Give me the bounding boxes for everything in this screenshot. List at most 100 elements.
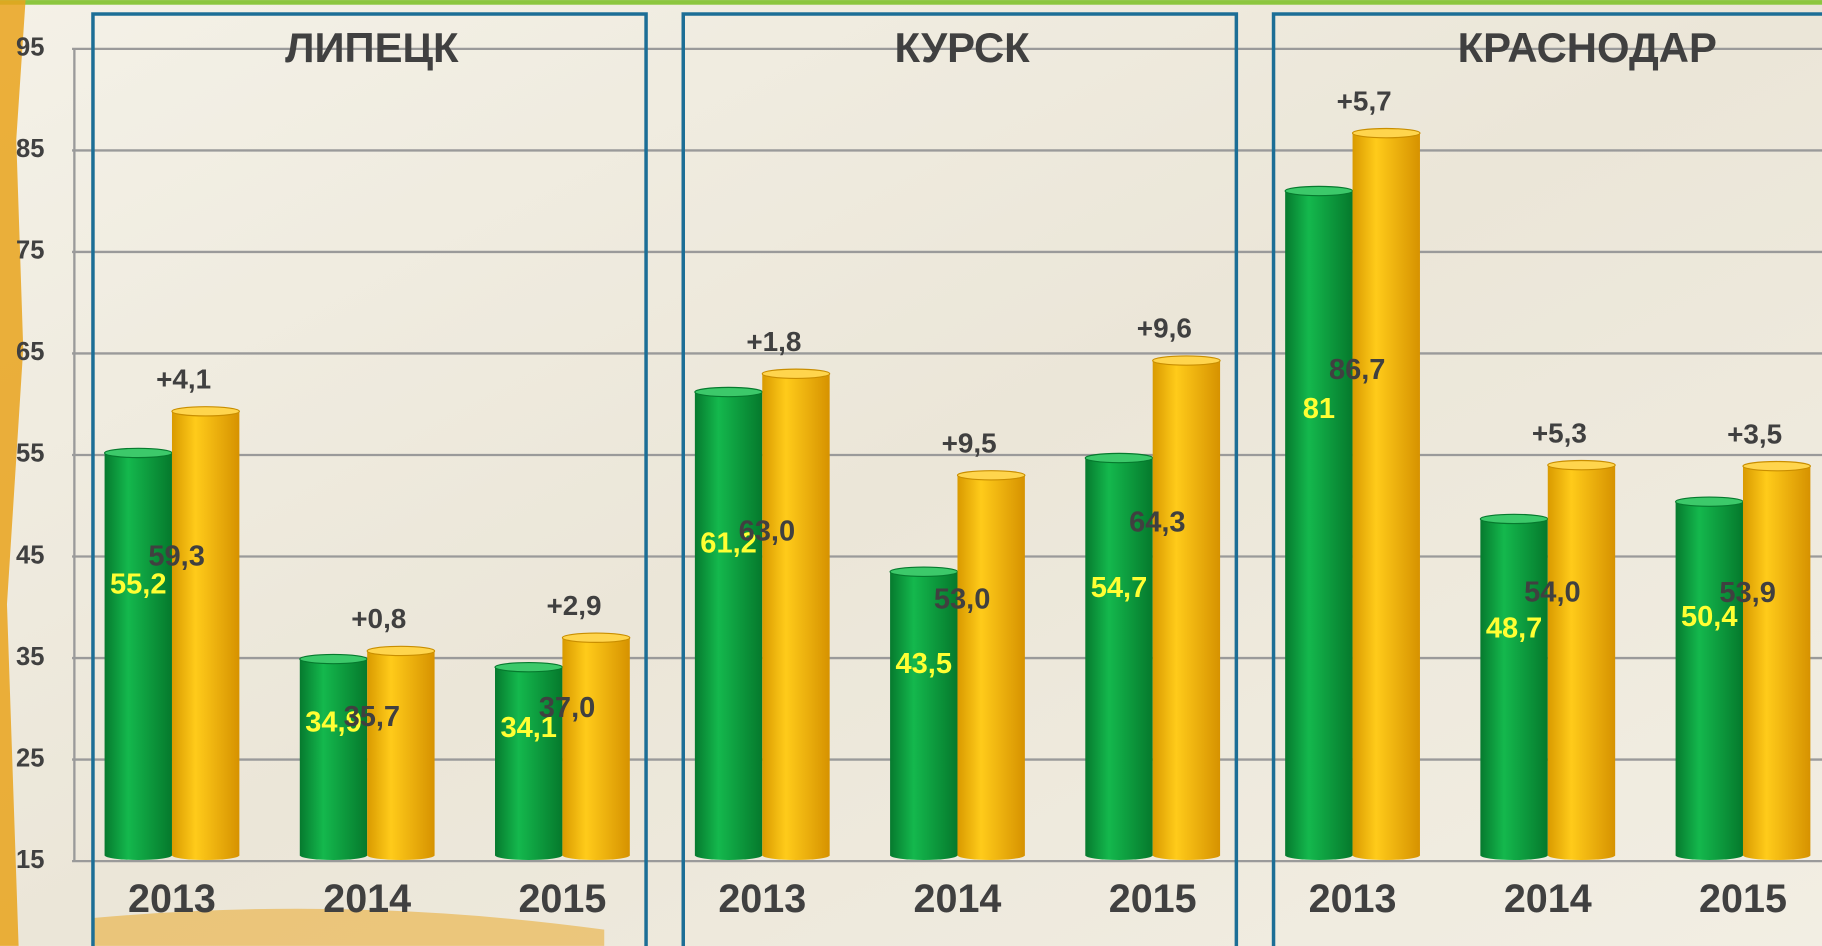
x-tick-label: 2014 <box>323 877 411 921</box>
value-label: 64,3 <box>1129 506 1186 538</box>
value-label: 55,2 <box>110 568 167 600</box>
bar-base <box>1742 850 1811 860</box>
bar-top <box>889 566 959 577</box>
bar-base <box>1152 850 1221 860</box>
x-tick-label: 2015 <box>518 877 606 921</box>
y-tick-label: 45 <box>16 541 44 569</box>
bar-top <box>761 368 831 379</box>
y-tick-label: 15 <box>16 846 44 874</box>
value-label: 54,0 <box>1524 577 1581 609</box>
bar <box>1742 460 1811 860</box>
bar-base <box>1480 850 1548 860</box>
bar <box>1084 452 1154 860</box>
bar-top <box>1675 496 1744 507</box>
y-tick-label: 95 <box>16 34 44 62</box>
value-label: 81 <box>1303 393 1335 425</box>
bar-top <box>1152 355 1221 366</box>
top-strip <box>0 0 1822 5</box>
bar-top <box>366 645 436 657</box>
bar-top <box>1742 460 1811 472</box>
panel-frame <box>1271 12 1822 946</box>
bar <box>956 470 1026 860</box>
y-tick-label: 85 <box>16 135 44 163</box>
value-label: 37,0 <box>539 692 596 724</box>
change-label: +5,3 <box>1532 417 1587 448</box>
value-label: 86,7 <box>1329 354 1386 386</box>
bar-body <box>1285 191 1353 856</box>
x-tick-label: 2013 <box>718 877 806 921</box>
bar-body <box>299 659 368 856</box>
panel-title: КРАСНОДАР <box>1458 24 1717 71</box>
bar-base <box>1675 850 1743 860</box>
bar-body <box>1085 458 1153 856</box>
bar-base <box>104 850 172 860</box>
y-tick-label: 65 <box>16 338 44 366</box>
bar-base <box>171 850 240 860</box>
bar-top <box>1084 452 1154 464</box>
x-tick-label: 2014 <box>914 877 1002 921</box>
value-label: 63,0 <box>739 515 796 547</box>
y-tick-label: 55 <box>16 440 44 468</box>
bar <box>103 447 173 860</box>
change-label: +9,6 <box>1137 313 1192 344</box>
left-edge <box>0 0 26 946</box>
bar-base <box>367 850 435 860</box>
value-label: 34,9 <box>305 706 362 738</box>
value-label: 48,7 <box>1486 613 1543 645</box>
x-tick-label: 2014 <box>1504 877 1592 921</box>
bar-top <box>1284 185 1354 197</box>
x-tick-label: 2015 <box>1699 877 1787 921</box>
change-label: +3,5 <box>1727 418 1782 449</box>
bar-body <box>1675 501 1743 856</box>
bar-top <box>694 386 763 398</box>
bar-base <box>1547 850 1616 860</box>
bar-base <box>1285 850 1353 860</box>
value-label: 61,2 <box>700 528 757 560</box>
bar-body <box>694 392 763 856</box>
change-label: +2,9 <box>547 590 602 621</box>
change-label: +4,1 <box>156 363 211 394</box>
y-tick-label: 35 <box>16 643 44 671</box>
bar-base <box>562 850 630 860</box>
bar-body <box>762 373 830 856</box>
bar-body <box>1547 465 1616 856</box>
bottom-edge <box>92 908 605 946</box>
y-tick-label: 75 <box>16 237 44 265</box>
bar-body <box>1152 360 1221 856</box>
bar-base <box>1352 850 1420 860</box>
bar-base <box>694 850 763 860</box>
bar-body <box>1742 466 1811 856</box>
value-label: 43,5 <box>896 648 953 680</box>
bar-top <box>1351 127 1421 139</box>
value-label: 34,1 <box>500 712 557 744</box>
bar <box>1284 185 1354 860</box>
panel-frame <box>91 12 648 946</box>
value-label: 35,7 <box>344 701 401 733</box>
value-label: 54,7 <box>1091 572 1148 604</box>
bar-top <box>956 470 1026 481</box>
value-label: 53,0 <box>934 583 991 615</box>
change-label: +5,7 <box>1337 85 1392 116</box>
value-label: 59,3 <box>148 541 205 573</box>
panel-frame <box>681 12 1239 946</box>
value-label: 50,4 <box>1681 601 1738 633</box>
bar-top <box>171 406 240 417</box>
bar <box>561 632 631 860</box>
bar-top <box>1479 513 1549 525</box>
bar <box>366 645 436 860</box>
bar-body <box>104 452 172 856</box>
bar <box>171 406 240 860</box>
bar-body <box>367 650 435 856</box>
bar-top <box>561 632 631 643</box>
panel-title: КУРСК <box>895 24 1031 71</box>
bar-body <box>495 667 563 856</box>
bar-top <box>299 653 368 665</box>
x-tick-label: 2015 <box>1109 877 1197 921</box>
x-tick-label: 2013 <box>1309 877 1397 921</box>
value-label: 53,9 <box>1719 577 1776 609</box>
bar-body <box>562 637 630 856</box>
bar-body <box>1352 133 1420 856</box>
panel-title: ЛИПЕЦК <box>285 24 459 71</box>
bar-base <box>299 850 368 860</box>
